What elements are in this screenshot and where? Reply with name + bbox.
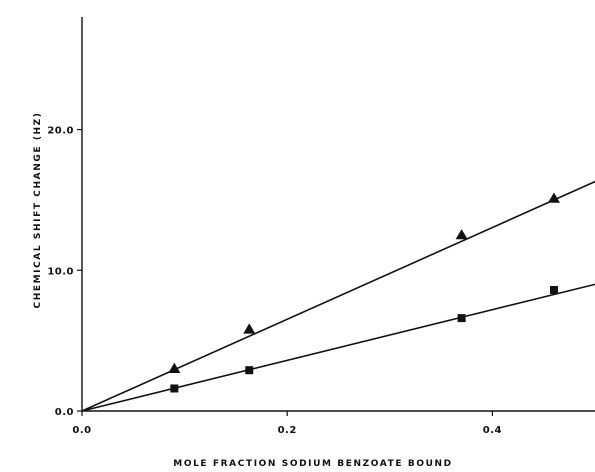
triangle-data-point: [455, 229, 468, 240]
square-data-point: [170, 384, 179, 393]
x-tick-label: 0.0: [72, 425, 91, 436]
fit-line-square: [81, 283, 595, 412]
triangle-data-point: [243, 323, 256, 334]
triangle-data-point: [168, 362, 181, 373]
x-tick-label: 0.2: [278, 425, 297, 436]
square-data-point: [549, 285, 558, 294]
fit-lines: [81, 180, 595, 412]
fit-line-triangle: [81, 180, 595, 412]
triangle-data-point: [547, 192, 560, 203]
axes: 0.0 0.2 0.4 0.0 10.0 20.0: [47, 17, 595, 436]
y-tick-label: 0.0: [55, 407, 74, 418]
x-axis-title: MOLE FRACTION SODIUM BENZOATE BOUND: [173, 459, 452, 469]
y-tick-label: 10.0: [47, 266, 74, 277]
square-data-point: [245, 366, 254, 375]
x-tick-label: 0.4: [483, 425, 502, 436]
axis-labels: MOLE FRACTION SODIUM BENZOATE BOUND CHEM…: [33, 112, 452, 470]
square-data-point: [457, 314, 466, 323]
y-axis-title: CHEMICAL SHIFT CHANGE (HZ): [33, 112, 43, 309]
data-points: [168, 192, 560, 393]
y-tick-label: 20.0: [47, 126, 74, 137]
